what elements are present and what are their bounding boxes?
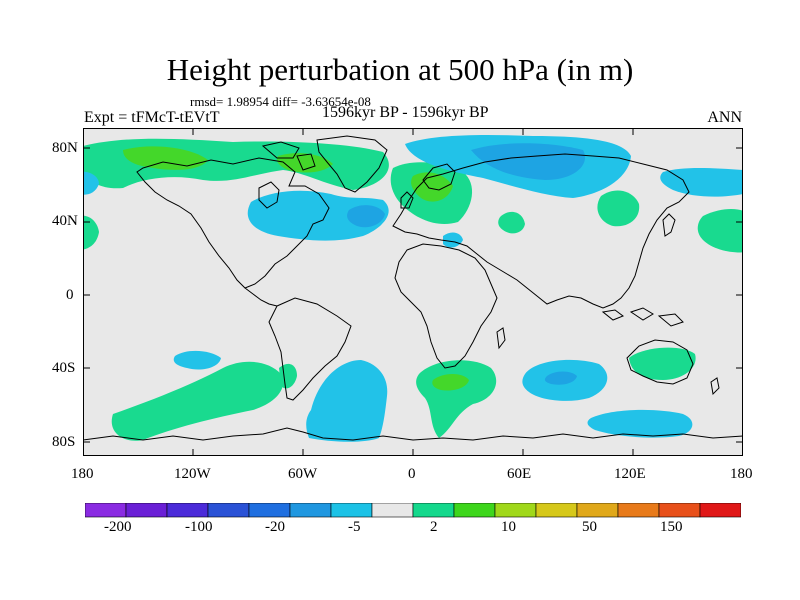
colorbar-cell [699,503,741,518]
coast-scandinavia [422,163,456,191]
contour-positive-north-pacific-east [697,209,743,253]
colorbar-cells [85,503,741,518]
lon-tick-label: 60W [288,466,318,482]
colorbar-cell [453,503,496,518]
contour-negative-north-atlantic [247,190,389,241]
coast-madagascar [496,327,506,350]
colorbar-cell [576,503,619,518]
colorbar-cell [617,503,660,518]
colorbar-cell [289,503,332,518]
contour-negative-mediterranean [443,232,463,248]
coastlines [83,135,743,441]
lon-tick-label: 0 [408,466,416,482]
coast-central-america [244,287,278,307]
lon-tick-label: 120W [174,466,211,482]
colorbar-label: -20 [265,519,285,535]
colorbar-cell [207,503,250,518]
coast-antarctica [83,427,743,441]
colorbar-cell [248,503,291,518]
lon-tick-label: 120E [614,466,646,482]
world-map [83,128,743,456]
colorbar-label: 10 [501,519,516,535]
coast-greenland [316,135,388,193]
contour-negative-indian-ocean-core [544,371,577,385]
colorbar-label: -100 [185,519,213,535]
colorbar [85,503,741,518]
coast-north-america [136,157,330,289]
contour-positive-south-pacific [111,361,284,441]
lat-tick-label: 80N [52,140,78,156]
coast-south-america [268,297,352,401]
contour-negative-north-pacific-rim [660,168,743,197]
contour-negative-north-atlantic-core [347,205,385,228]
lat-tick-label: 40N [52,213,78,229]
colorbar-cell [85,503,127,518]
rmsd-diff-stats: rmsd= 1.98954 diff= -3.63654e-08 [190,94,371,109]
lat-tick-marks [83,147,743,443]
coast-new-zealand [710,377,720,396]
season-label: ANN [707,109,742,126]
colorbar-cell [658,503,701,518]
coast-eurasia [392,153,690,309]
coast-hudson-bay [258,181,280,209]
colorbar-cell [330,503,373,518]
contour-fills [83,134,743,442]
colorbar-label: -200 [104,519,132,535]
lat-tick-label: 0 [66,287,74,303]
contour-negative-south-pacific-small [173,350,221,370]
contour-positive-south-atlantic-core [432,374,469,391]
coast-australia [626,339,694,385]
colorbar-label: 150 [660,519,683,535]
lon-tick-label: 180 [71,466,94,482]
coast-uk [400,191,414,209]
lon-tick-label: 60E [507,466,532,482]
colorbar-cell [535,503,578,518]
contour-negative-north-pacific-left [83,171,99,195]
colorbar-cell [125,503,168,518]
contour-positive-europe-core [411,172,453,202]
map-title: Height perturbation at 500 hPa (in m) [166,52,634,87]
coast-arctic-islands [261,141,316,171]
contour-positive-arctic-core [123,146,208,170]
colorbar-cell [412,503,455,518]
lon-tick-label: 180 [730,466,753,482]
period-label: 1596kyr BP - 1596kyr BP [322,104,489,121]
colorbar-label: 50 [582,519,597,535]
colorbar-label: 2 [430,519,438,535]
colorbar-cell [166,503,209,518]
contour-positive-east-asia [597,190,640,227]
contour-negative-south-atlantic-west [306,360,388,442]
lat-tick-label: 40S [52,360,76,376]
coast-africa [394,243,498,369]
contour-positive-australia [629,347,696,380]
experiment-label: Expt = tFMcT-tEVtT [84,109,220,126]
lat-tick-label: 80S [52,434,76,450]
contour-positive-north-pacific-west [83,215,99,250]
lon-tick-marks [192,128,634,456]
coast-indonesia [601,307,684,327]
contour-positive-central-asia [498,211,525,234]
coast-japan [662,213,676,237]
colorbar-label: -5 [348,519,361,535]
colorbar-cell [494,503,537,518]
contour-negative-southern-ocean [587,409,693,438]
colorbar-cell [371,503,414,518]
contour-negative-siberia-core [471,143,586,180]
